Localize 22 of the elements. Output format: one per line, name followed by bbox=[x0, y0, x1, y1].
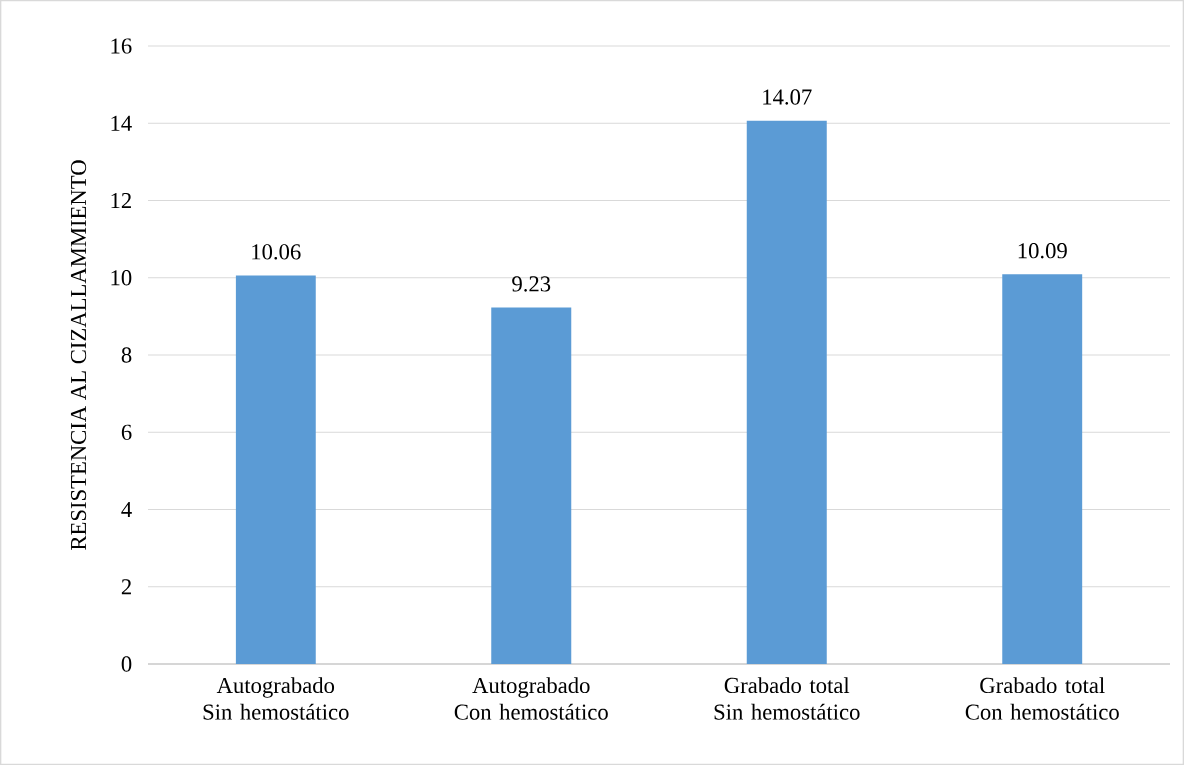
bar bbox=[235, 275, 316, 664]
y-tick-label: 0 bbox=[121, 656, 132, 672]
y-tick-label: 4 bbox=[121, 502, 132, 517]
x-tick-label: Autograbado Con hemostático bbox=[454, 677, 608, 720]
y-tick-label: 6 bbox=[121, 424, 132, 440]
y-tick-label: 16 bbox=[111, 38, 132, 54]
data-label: 10.06 bbox=[252, 244, 301, 260]
y-tick-label: 12 bbox=[111, 192, 131, 208]
y-tick-label: 8 bbox=[121, 347, 132, 363]
data-label: 14.07 bbox=[763, 89, 812, 105]
y-axis-title: RESISTENCIA AL CIZALLAMMIENTO bbox=[70, 160, 87, 550]
x-tick-label: Autograbado Sin hemostático bbox=[203, 677, 349, 720]
data-label: 10.09 bbox=[1018, 243, 1067, 259]
bar bbox=[491, 307, 572, 664]
bar bbox=[1002, 274, 1083, 664]
data-label: 9.23 bbox=[512, 276, 551, 292]
y-tick-label: 10 bbox=[111, 270, 132, 286]
bar bbox=[746, 120, 827, 664]
x-tick-label: Grabado total Con hemostático bbox=[965, 677, 1119, 720]
y-tick-label: 14 bbox=[111, 115, 132, 131]
x-tick-label: Grabado total Sin hemostático bbox=[714, 677, 860, 720]
y-tick-label: 2 bbox=[121, 579, 131, 595]
